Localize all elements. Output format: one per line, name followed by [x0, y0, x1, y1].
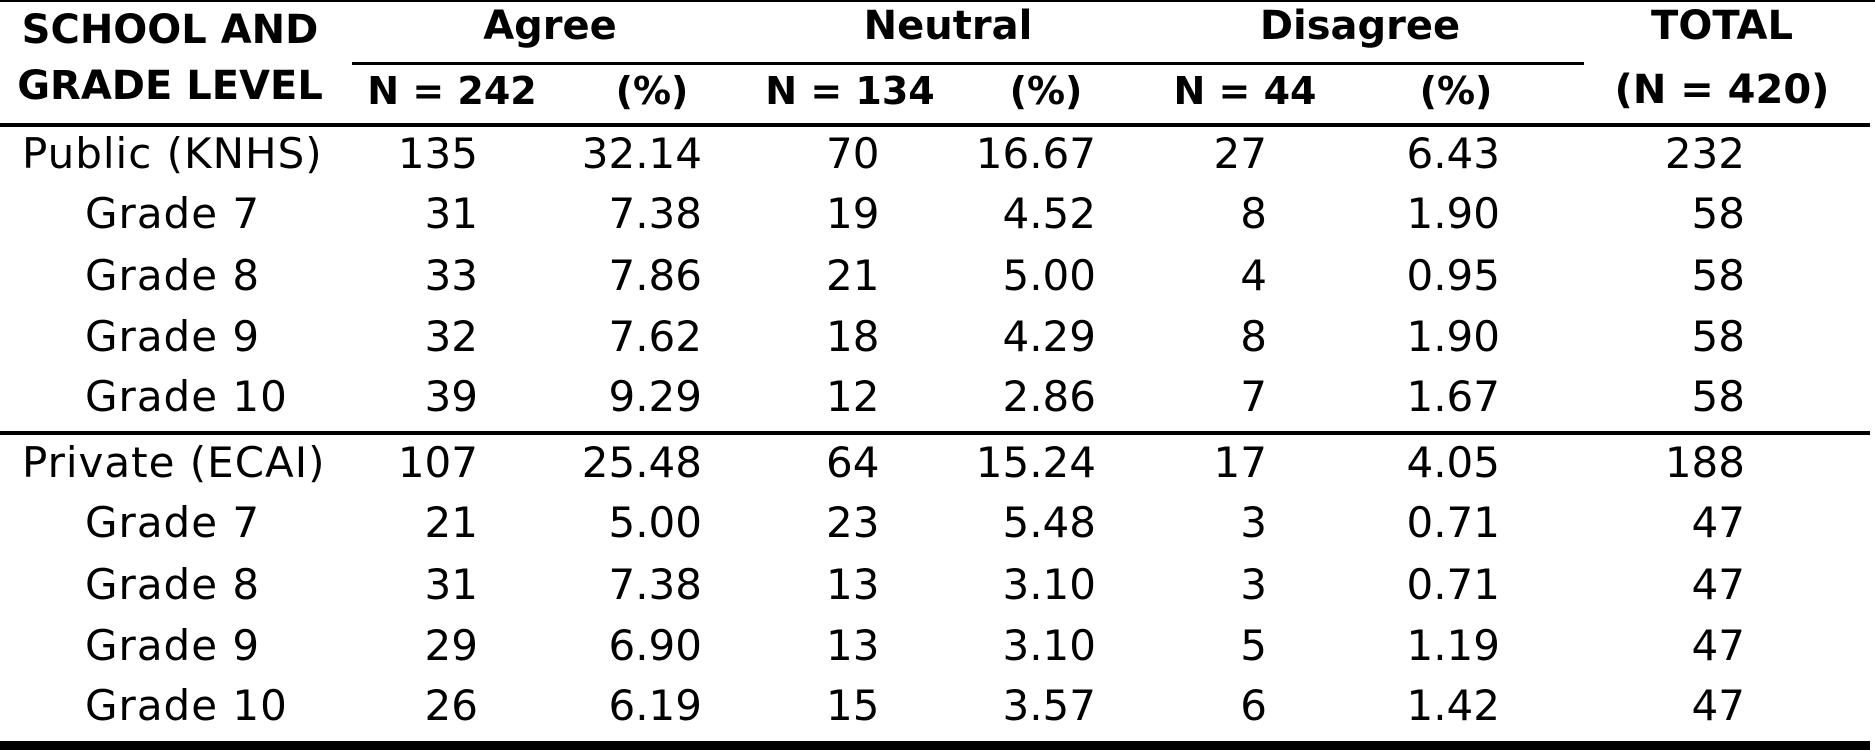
cell-agree-pct: 25.48	[581, 438, 702, 487]
cell-total: 58	[1691, 251, 1745, 300]
grade-label: Grade 8	[85, 251, 261, 300]
cell-total: 188	[1664, 438, 1745, 487]
school-label: Private (ECAI)	[22, 438, 326, 487]
cell-agree-pct: 6.90	[608, 621, 702, 670]
cell-disagree-n: 6	[1240, 681, 1267, 730]
header-disagree-n: N = 44	[1173, 69, 1317, 113]
header-neutral: Neutral	[863, 3, 1033, 49]
cell-total: 47	[1691, 560, 1745, 609]
cell-neutral-pct: 15.24	[975, 438, 1096, 487]
header-school-grade-line2: GRADE LEVEL	[17, 63, 323, 109]
cell-disagree-pct: 1.42	[1406, 681, 1500, 730]
cell-neutral-n: 23	[826, 498, 880, 547]
cell-agree-pct: 5.00	[608, 498, 702, 547]
header-neutral-pct: (%)	[1009, 69, 1083, 113]
header-neutral-n: N = 134	[765, 69, 935, 113]
cell-agree-n: 39	[424, 372, 478, 421]
header-disagree-pct: (%)	[1419, 69, 1493, 113]
header-agree: Agree	[483, 3, 617, 49]
grade-label: Grade 10	[85, 681, 288, 730]
grade-label: Grade 10	[85, 372, 288, 421]
header-total-line2: (N = 420)	[1614, 67, 1830, 113]
grade-label: Grade 9	[85, 312, 261, 361]
cell-total: 47	[1691, 621, 1745, 670]
cell-disagree-n: 4	[1240, 251, 1267, 300]
cell-agree-pct: 6.19	[608, 681, 702, 730]
cell-neutral-n: 64	[826, 438, 880, 487]
cell-agree-n: 31	[424, 189, 478, 238]
section-divider-rule	[0, 431, 1870, 435]
cell-neutral-n: 12	[826, 372, 880, 421]
cell-disagree-pct: 0.71	[1406, 498, 1500, 547]
cell-total: 58	[1691, 372, 1745, 421]
grade-label: Grade 8	[85, 560, 261, 609]
cell-disagree-n: 7	[1240, 372, 1267, 421]
header-total-line1: TOTAL	[1651, 3, 1793, 49]
cell-disagree-n: 27	[1213, 129, 1267, 178]
cell-disagree-n: 8	[1240, 189, 1267, 238]
cell-disagree-pct: 1.19	[1406, 621, 1500, 670]
cell-neutral-n: 70	[826, 129, 880, 178]
cell-total: 47	[1691, 498, 1745, 547]
cell-disagree-pct: 1.67	[1406, 372, 1500, 421]
cell-agree-pct: 9.29	[608, 372, 702, 421]
header-agree-pct: (%)	[615, 69, 689, 113]
cell-neutral-pct: 3.10	[1002, 621, 1096, 670]
cell-neutral-n: 18	[826, 312, 880, 361]
cell-disagree-pct: 6.43	[1406, 129, 1500, 178]
header-top-rule	[0, 0, 1875, 2]
cell-neutral-n: 21	[826, 251, 880, 300]
cell-neutral-pct: 5.48	[1002, 498, 1096, 547]
header-school-grade-line1: SCHOOL AND	[21, 7, 319, 53]
cell-disagree-n: 5	[1240, 621, 1267, 670]
cell-neutral-pct: 16.67	[975, 129, 1096, 178]
cell-agree-n: 29	[424, 621, 478, 670]
header-disagree: Disagree	[1259, 3, 1461, 49]
cell-disagree-pct: 1.90	[1406, 312, 1500, 361]
cell-agree-pct: 7.38	[608, 189, 702, 238]
grade-label: Grade 9	[85, 621, 261, 670]
cell-disagree-n: 8	[1240, 312, 1267, 361]
cell-neutral-pct: 4.52	[1002, 189, 1096, 238]
cell-disagree-pct: 0.71	[1406, 560, 1500, 609]
cell-neutral-pct: 2.86	[1002, 372, 1096, 421]
cell-agree-pct: 7.62	[608, 312, 702, 361]
cell-agree-n: 32	[424, 312, 478, 361]
cell-agree-pct: 32.14	[581, 129, 702, 178]
cell-neutral-n: 19	[826, 189, 880, 238]
cell-neutral-pct: 3.10	[1002, 560, 1096, 609]
cell-agree-n: 107	[397, 438, 478, 487]
header-agree-n: N = 242	[367, 69, 537, 113]
cell-total: 232	[1664, 129, 1745, 178]
cell-total: 47	[1691, 681, 1745, 730]
cell-disagree-n: 17	[1213, 438, 1267, 487]
cell-neutral-pct: 4.29	[1002, 312, 1096, 361]
cell-neutral-n: 13	[826, 560, 880, 609]
cell-neutral-n: 13	[826, 621, 880, 670]
cell-agree-n: 33	[424, 251, 478, 300]
cell-disagree-n: 3	[1240, 498, 1267, 547]
grade-label: Grade 7	[85, 189, 261, 238]
cell-agree-pct: 7.38	[608, 560, 702, 609]
cell-agree-n: 135	[397, 129, 478, 178]
cell-total: 58	[1691, 189, 1745, 238]
cell-agree-n: 31	[424, 560, 478, 609]
table-bottom-rule	[0, 741, 1870, 750]
school-label: Public (KNHS)	[22, 129, 323, 178]
header-bottom-rule	[0, 123, 1870, 127]
cell-neutral-n: 15	[826, 681, 880, 730]
grade-label: Grade 7	[85, 498, 261, 547]
cell-agree-n: 21	[424, 498, 478, 547]
cell-disagree-pct: 1.90	[1406, 189, 1500, 238]
subheader-rule	[352, 62, 1584, 65]
cell-disagree-pct: 0.95	[1406, 251, 1500, 300]
cell-agree-n: 26	[424, 681, 478, 730]
cell-disagree-n: 3	[1240, 560, 1267, 609]
cell-neutral-pct: 5.00	[1002, 251, 1096, 300]
cell-total: 58	[1691, 312, 1745, 361]
cell-agree-pct: 7.86	[608, 251, 702, 300]
cell-disagree-pct: 4.05	[1406, 438, 1500, 487]
cell-neutral-pct: 3.57	[1002, 681, 1096, 730]
